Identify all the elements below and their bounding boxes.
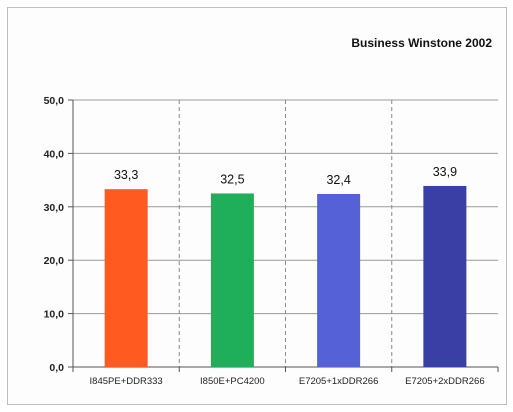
- chart-title: Business Winstone 2002: [351, 36, 492, 50]
- data-label: 33,9: [433, 165, 457, 179]
- data-label: 32,4: [326, 173, 350, 187]
- x-tick-label: E7205+2xDDR266: [405, 376, 484, 387]
- y-tick-label: 30,0: [44, 202, 65, 214]
- x-tick-label: I845PE+DDR333: [90, 376, 163, 387]
- bar: [317, 193, 361, 367]
- data-label: 32,5: [220, 172, 244, 186]
- x-tick-label: I850E+PC4200: [200, 376, 265, 387]
- x-tick-label: E7205+1xDDR266: [299, 376, 378, 387]
- y-tick-label: 20,0: [44, 255, 65, 267]
- bar: [423, 185, 467, 367]
- y-tick-label: 40,0: [44, 148, 65, 160]
- y-tick-label: 0,0: [49, 362, 64, 374]
- y-tick-label: 50,0: [44, 95, 65, 107]
- chart-bars: [104, 185, 467, 367]
- bar: [104, 189, 148, 367]
- y-tick-label: 10,0: [44, 309, 65, 321]
- data-label: 33,3: [114, 168, 138, 182]
- bar: [210, 193, 254, 367]
- chart-labels: 0,0 10,0 20,0 30,0 40,0 50,0 33,3 I845PE+DDR333…: [44, 95, 485, 387]
